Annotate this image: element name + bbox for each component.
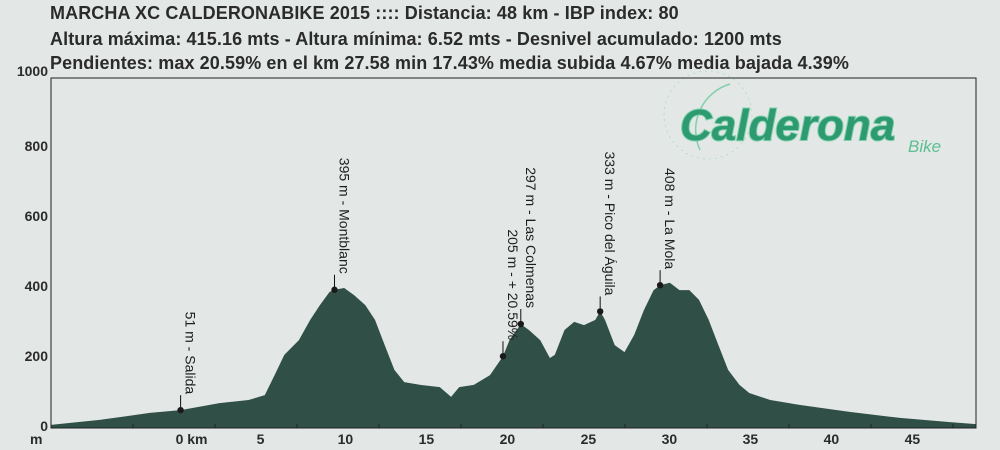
y-tick-label: 0 (40, 418, 48, 434)
calderona-bike-logo: Calderona Bike (663, 70, 941, 160)
logo-text: Calderona (680, 101, 895, 150)
annotation-label: 333 m - Pico del Águila (602, 151, 618, 295)
x-tick-label: 35 (743, 431, 759, 447)
y-axis-unit: m (30, 431, 42, 447)
annotation-marker (596, 308, 604, 315)
annotation-marker (499, 353, 507, 360)
annotation-label: 51 m - Salida (183, 312, 199, 395)
x-tick-label: 40 (824, 431, 840, 447)
y-tick-label: 1000 (17, 63, 48, 79)
x-tick-label: 10 (338, 431, 354, 447)
y-tick-label: 600 (25, 208, 49, 224)
title-line-3: Pendientes: max 20.59% en el km 27.58 mi… (50, 53, 849, 73)
plot-frame (50, 77, 977, 429)
x-tick-label: 5 (257, 431, 265, 447)
annotation-marker (177, 406, 184, 414)
x-tick-label: 0 km (176, 431, 208, 447)
annotation-label: 205 m - + 20.59% (505, 229, 521, 340)
annotation-label: 297 m - Las Colmenas (523, 167, 539, 308)
x-tick-label: 15 (419, 431, 435, 447)
x-tick-label: 45 (905, 431, 921, 447)
y-tick-label: 200 (25, 348, 49, 364)
annotation-marker (517, 320, 524, 328)
annotation-marker (331, 286, 338, 293)
annotation-marker (656, 282, 664, 289)
x-tick-label: 25 (581, 431, 597, 447)
annotation-label: 395 m - Montblanc (336, 158, 352, 274)
y-tick-label: 400 (25, 278, 49, 294)
logo-subtext: Bike (908, 137, 941, 156)
x-tick-label: 30 (662, 431, 678, 447)
title-line-1: MARCHA XC CALDERONABIKE 2015 :::: Distan… (50, 3, 679, 23)
x-tick-label: 20 (500, 431, 516, 447)
title-line-2: Altura máxima: 415.16 mts - Altura mínim… (50, 29, 782, 49)
elevation-profile-area (51, 282, 976, 428)
annotation-label: 408 m - La Mola (662, 168, 678, 269)
y-tick-label: 800 (25, 138, 49, 154)
